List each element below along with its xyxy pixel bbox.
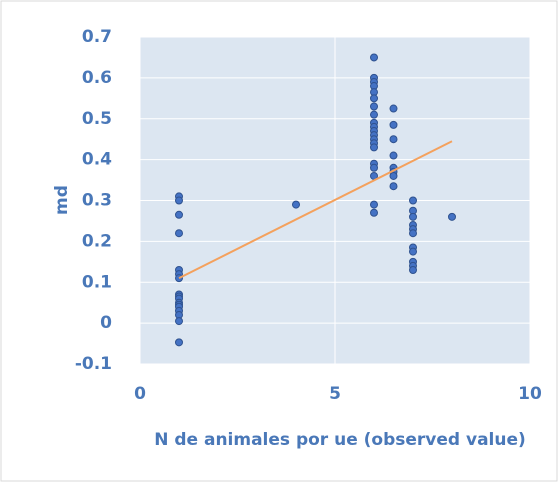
point xyxy=(409,229,417,238)
point xyxy=(389,104,398,113)
y-tick-label: 0.2 xyxy=(82,231,112,251)
y-tick-label: 0.7 xyxy=(82,27,112,47)
y-axis-label: md xyxy=(52,185,72,215)
y-tick-label: -0.1 xyxy=(75,354,112,374)
point xyxy=(175,196,183,205)
y-tick-label: 0.6 xyxy=(82,68,112,88)
point xyxy=(370,143,378,152)
point xyxy=(370,200,378,209)
point xyxy=(448,212,456,221)
point xyxy=(292,200,300,209)
point xyxy=(409,212,417,221)
point xyxy=(370,53,378,62)
y-tick-label: 0.3 xyxy=(82,191,112,211)
point xyxy=(370,208,378,217)
point xyxy=(370,110,378,119)
point xyxy=(175,317,183,326)
point xyxy=(370,163,378,172)
x-axis-label: N de animales por ue (observed value) xyxy=(154,430,526,450)
point xyxy=(389,135,398,144)
x-tick-label: 10 xyxy=(518,384,542,404)
point xyxy=(389,171,398,180)
point xyxy=(409,265,417,274)
point xyxy=(409,247,417,256)
point xyxy=(175,338,183,347)
point xyxy=(389,182,398,191)
x-tick-label: 5 xyxy=(329,384,341,404)
point xyxy=(370,102,378,111)
point xyxy=(175,229,183,238)
point xyxy=(409,196,417,205)
point xyxy=(389,120,398,129)
point xyxy=(370,94,378,103)
y-tick-label: 0.5 xyxy=(82,109,112,129)
y-tick-label: 0.1 xyxy=(82,272,112,292)
x-tick-label: 0 xyxy=(134,384,146,404)
y-tick-label: 0.4 xyxy=(82,150,112,170)
trend-line xyxy=(178,140,453,280)
y-tick-label: 0 xyxy=(100,313,112,333)
point xyxy=(389,151,398,160)
point xyxy=(175,210,183,219)
